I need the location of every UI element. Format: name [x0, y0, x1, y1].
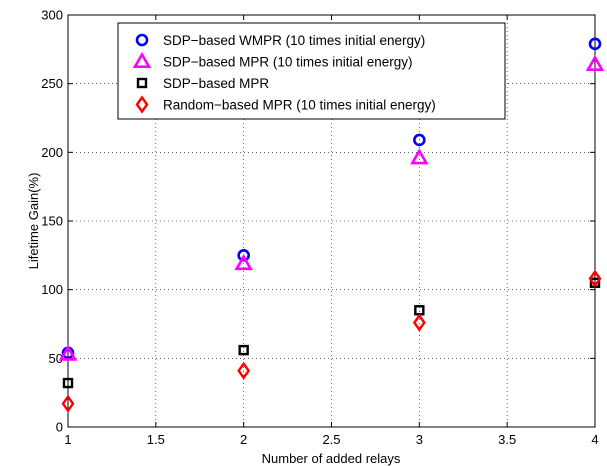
- x-tick-label: 3: [416, 432, 423, 447]
- data-point: [58, 344, 78, 361]
- x-tick-label: 1: [64, 432, 71, 447]
- x-axis-label: Number of added relays: [262, 451, 401, 466]
- data-point: [62, 377, 74, 389]
- legend-item: SDP−based WMPR (10 times initial energy): [135, 33, 425, 48]
- legend: SDP−based WMPR (10 times initial energy)…: [117, 22, 506, 120]
- y-tick-label: 0: [56, 420, 63, 435]
- y-tick-label: 150: [41, 214, 63, 229]
- data-point: [234, 253, 253, 271]
- square-marker-icon: [136, 77, 148, 89]
- y-tick-label: 200: [41, 145, 63, 160]
- data-point: [238, 344, 249, 356]
- y-axis-label: Lifetime Gain(%): [26, 173, 41, 270]
- data-point: [61, 394, 75, 413]
- y-tick-label: 50: [49, 351, 63, 366]
- legend-item: SDP−based MPR (10 times initial energy): [132, 51, 412, 70]
- data-marks: [58, 37, 605, 413]
- legend-label: Random−based MPR (10 times initial energ…: [163, 98, 436, 113]
- data-point: [413, 133, 426, 147]
- diamond-marker-icon: [135, 95, 149, 114]
- legend-label: SDP−based MPR (10 times initial energy): [163, 55, 412, 70]
- x-tick-label: 3.5: [498, 432, 516, 447]
- data-point: [237, 361, 251, 380]
- series-4: [61, 269, 602, 413]
- legend-label: SDP−based MPR: [163, 76, 269, 91]
- series-2: [58, 54, 605, 361]
- series-1: [61, 37, 602, 360]
- data-point: [588, 37, 602, 51]
- data-point: [588, 269, 602, 288]
- axis-ticks: 0 50 100 150 200 250 300 1 1.5 2 2.5 3 3.5 4: [41, 8, 598, 448]
- data-point: [585, 54, 605, 71]
- data-point: [237, 249, 250, 262]
- x-tick-label: 1.5: [147, 432, 165, 447]
- y-tick-label: 250: [41, 76, 63, 91]
- x-tick-label: 4: [591, 432, 598, 447]
- legend-box: [117, 22, 506, 120]
- x-tick-label: 2: [240, 432, 247, 447]
- legend-item: SDP−based MPR: [136, 76, 269, 91]
- y-tick-label: 100: [41, 282, 63, 297]
- y-tick-label: 300: [41, 8, 63, 23]
- triangle-marker-icon: [132, 51, 152, 69]
- data-point: [410, 148, 429, 165]
- legend-item: Random−based MPR (10 times initial energ…: [135, 95, 436, 114]
- data-point: [412, 313, 426, 332]
- legend-label: SDP−based WMPR (10 times initial energy): [163, 33, 425, 48]
- circle-marker-icon: [135, 33, 149, 47]
- x-tick-label: 2.5: [322, 432, 340, 447]
